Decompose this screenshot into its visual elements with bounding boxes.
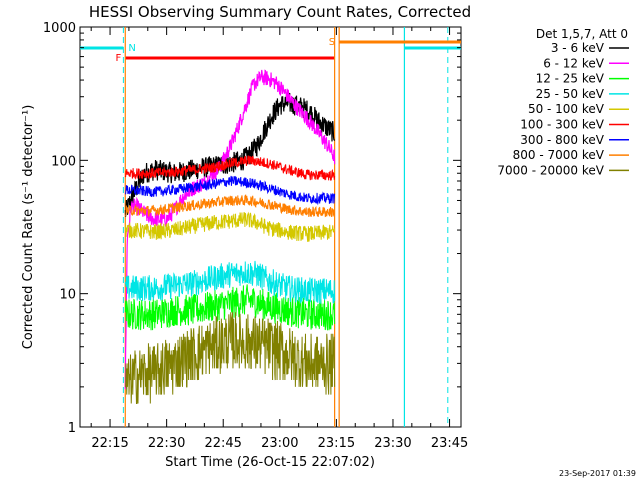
series-lines [124, 69, 336, 405]
x-tick-label: 22:45 [204, 436, 241, 451]
y-tick-label: 100 [51, 154, 76, 169]
y-tick-label: 1 [68, 421, 76, 436]
legend-label: 800 - 7000 keV [513, 148, 605, 162]
series-line [124, 92, 336, 217]
chart-title: HESSI Observing Summary Count Rates, Cor… [89, 3, 471, 21]
x-tick-label: 23:30 [374, 436, 411, 451]
flag-N-label: N [128, 43, 135, 54]
legend-label: 25 - 50 keV [536, 87, 605, 101]
plot-area: NF S [79, 26, 462, 428]
y-axis: 1 10 100 1000 [43, 21, 461, 436]
series-line [125, 175, 336, 206]
series-line [124, 260, 336, 304]
y-tick-label: 10 [59, 288, 76, 303]
legend-label: 300 - 800 keV [520, 133, 604, 147]
series-line [124, 69, 336, 390]
series-line [125, 312, 336, 405]
legend-label: 50 - 100 keV [528, 102, 605, 116]
footer-timestamp: 23-Sep-2017 01:39 [559, 469, 636, 478]
x-tick-label: 23:45 [431, 436, 468, 451]
y-axis-label: Corrected Count Rate (s⁻¹ detector⁻¹) [21, 105, 36, 350]
x-tick-label: 23:15 [318, 436, 355, 451]
legend-label: 6 - 12 keV [543, 56, 605, 70]
legend-label: 3 - 6 keV [551, 41, 605, 55]
x-axis-label: Start Time (26-Oct-15 22:07:02) [165, 455, 375, 470]
flag-F-label: F [116, 53, 122, 64]
observation-flags: NF S [80, 27, 461, 427]
legend-label: 12 - 25 keV [536, 72, 605, 86]
plot-frame [79, 26, 462, 428]
legend-label: 7000 - 20000 keV [497, 163, 604, 177]
x-axis: 22:15 22:30 22:45 23:00 23:15 23:30 23:45 [90, 27, 468, 451]
legend-title: Det 1,5,7, Att 0 [536, 27, 628, 41]
flag-S-label: S [329, 37, 335, 48]
series-line [125, 194, 335, 218]
y-tick-label: 1000 [43, 21, 76, 36]
x-tick-label: 22:30 [148, 436, 185, 451]
legend-label: 100 - 300 keV [520, 118, 604, 132]
x-tick-label: 23:00 [261, 436, 298, 451]
series-line [124, 284, 336, 331]
series-line [124, 211, 336, 242]
x-tick-label: 22:15 [91, 436, 128, 451]
series-line [124, 155, 336, 182]
